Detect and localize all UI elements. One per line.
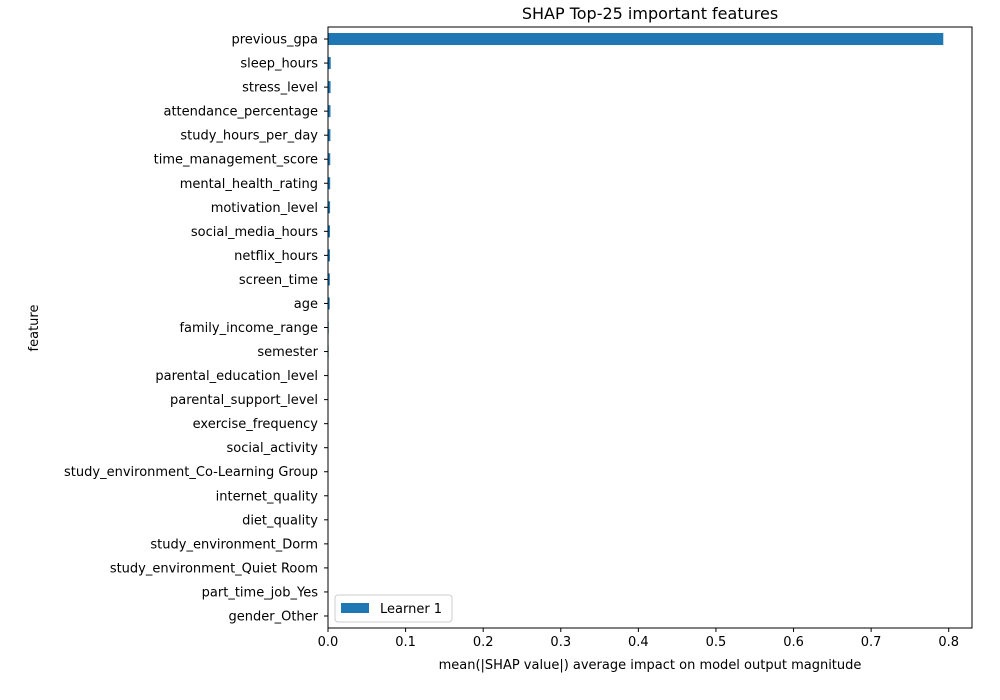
y-tick-label: social_media_hours: [191, 225, 318, 240]
bar-time-management-score: [328, 153, 331, 166]
bar-stress-level: [328, 81, 331, 94]
x-axis-label: mean(|SHAP value|) average impact on mod…: [439, 658, 862, 673]
y-tick-label: motivation_level: [211, 201, 318, 216]
y-tick-label: study_environment_Dorm: [150, 537, 318, 552]
y-axis-ticks: previous_gpa sleep_hours stress_levelatten…: [64, 33, 328, 624]
y-tick-label: age: [294, 297, 318, 312]
bars-group: [328, 33, 944, 622]
x-tick-label: 0.1: [395, 635, 416, 650]
y-tick-label: previous_gpa: [231, 33, 318, 48]
y-tick-label: gender_Other: [229, 609, 319, 624]
y-axis-label: feature: [27, 305, 42, 352]
y-tick-label: exercise_frequency: [193, 417, 319, 432]
plot-frame: [327, 26, 973, 629]
bar-sleep-hours: [328, 57, 331, 70]
bar-attendance-percentage: [328, 105, 331, 118]
y-tick-label: attendance_percentage: [163, 105, 318, 120]
y-tick-label: sleep_hours: [240, 57, 318, 72]
bar-age: [328, 297, 330, 310]
y-tick-label: semester: [257, 345, 318, 360]
y-tick-label: study_hours_per_day: [180, 129, 318, 144]
bar-motivation-level: [328, 201, 331, 214]
y-tick-label: study_environment_Quiet Room: [110, 561, 318, 576]
bar-mental-health-rating: [328, 177, 331, 190]
x-tick-label: 0.6: [783, 635, 804, 650]
y-tick-label: study_environment_Co-Learning Group: [64, 465, 318, 480]
bar-social-media-hours: [328, 225, 331, 238]
legend-box: [334, 594, 453, 623]
y-tick-label: parental_support_level: [170, 393, 318, 408]
y-tick-label: diet_quality: [242, 513, 318, 528]
legend-label-learner-1: Learner 1: [380, 602, 442, 617]
legend-swatch: [341, 603, 369, 613]
y-tick-label: screen_time: [239, 273, 318, 288]
y-tick-label: stress_level: [242, 81, 318, 96]
x-tick-label: 0.7: [861, 635, 882, 650]
x-tick-label: 0.5: [706, 635, 727, 650]
chart-title: SHAP Top-25 important features: [522, 4, 778, 23]
y-tick-label: social_activity: [227, 441, 319, 456]
y-tick-label: mental_health_rating: [180, 177, 318, 192]
x-tick-label: 0.8: [938, 635, 959, 650]
bar-screen-time: [328, 273, 330, 286]
y-tick-label: parental_education_level: [155, 369, 318, 384]
y-tick-label: netflix_hours: [234, 249, 318, 264]
y-tick-label: part_time_job_Yes: [202, 585, 319, 600]
y-tick-label: internet_quality: [216, 489, 319, 504]
bar-previous-gpa: [328, 33, 944, 46]
x-tick-label: 0.0: [318, 635, 339, 650]
x-axis-ticks: 0.0 0.1 0.2 0.3 0.4 0.5 0.6 0.7 0.8: [318, 628, 959, 650]
bar-netflix-hours: [328, 249, 330, 262]
y-tick-label: family_income_range: [179, 321, 318, 336]
bar-study-hours-per-day: [328, 129, 331, 142]
x-tick-label: 0.4: [628, 635, 649, 650]
y-tick-label: time_management_score: [154, 153, 318, 168]
x-tick-label: 0.3: [550, 635, 571, 650]
x-tick-label: 0.2: [473, 635, 494, 650]
legend: Learner 1: [334, 594, 453, 623]
